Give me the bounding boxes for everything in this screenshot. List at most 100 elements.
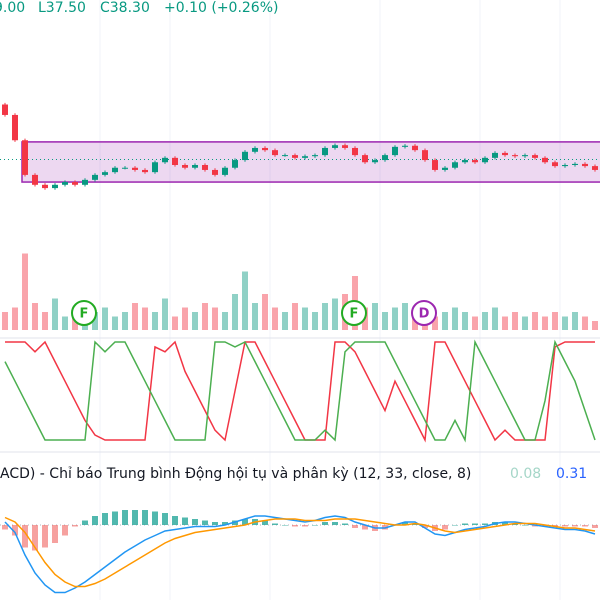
candle-body [182,165,188,168]
candle-body [322,147,328,156]
histogram-bar [32,525,38,551]
marker[interactable] [71,300,97,326]
candle-body [352,147,358,156]
volume-bar [382,312,388,330]
volume-bar [592,321,598,330]
volume-bar [232,294,238,330]
volume-bar [282,312,288,330]
histogram-bar [162,513,168,525]
volume-bar [162,298,168,330]
oscillator-line [4,339,596,443]
markers: F F D [71,300,437,326]
header-change: +0.10 (+0.26%) [164,0,278,16]
volume-bar [512,312,518,330]
candle-body [482,157,488,163]
histogram-bar [472,523,478,525]
histogram-bar [212,522,218,525]
volume-bar [532,312,538,330]
histogram-bar [12,525,18,536]
volume-bar [122,312,128,330]
histogram-bar [292,525,298,527]
histogram-bar [362,525,368,530]
candle-body [282,155,288,157]
histogram-bar [222,522,228,525]
candle-body [472,160,478,163]
candle-body [372,160,378,163]
candle-body [92,174,98,180]
marker[interactable] [341,300,367,326]
candle-body [262,147,268,151]
volume-bar [572,312,578,330]
header-low: L37.50 [38,0,86,16]
volume-bar [42,312,48,330]
candle-body [492,152,498,158]
histogram-bar [572,525,578,527]
volume-bar [52,298,58,330]
histogram-bar [312,525,318,526]
histogram-bar [192,519,198,525]
candle-body [292,155,298,158]
candle-body [452,162,458,168]
candle-body [222,167,228,175]
histogram-bar [152,511,158,525]
candle-body [312,155,318,157]
volume-bar [212,307,218,330]
candle-body [232,160,238,168]
candle-body [162,157,168,163]
histogram-bar [2,525,8,530]
histogram-bar [352,525,358,528]
histogram-bar [92,516,98,525]
candle-body [592,166,598,170]
candle-body [12,114,18,141]
candle-body [202,165,208,170]
candle-body [412,145,418,151]
volume-bar [142,307,148,330]
histogram-bar [302,525,308,527]
candle-body [122,167,128,169]
macd-line [4,516,596,588]
histogram-bar [172,516,178,525]
candle-body [152,162,158,173]
candle-body [552,162,558,167]
histogram-bar [72,525,78,527]
candle-body [332,145,338,148]
candle-body [572,163,578,165]
marker-label: D [419,307,430,322]
volume-bar [542,316,548,330]
volume-bar [492,307,498,330]
volume-bar [582,316,588,330]
volume-bar [222,312,228,330]
volume-bar [192,312,198,330]
candle-body [512,155,518,157]
volume-bar [562,316,568,330]
volume-bar [132,303,138,330]
candle-body [82,179,88,185]
candle-body [112,167,118,173]
histogram-bar [142,510,148,525]
candle-body [582,163,588,167]
volume-bar [552,312,558,330]
candle-body [192,165,198,168]
candle-body [32,174,38,185]
candle-body [2,104,8,115]
volume-bar [102,307,108,330]
marker[interactable] [411,300,437,326]
volume-bar [322,303,328,330]
range-box [21,141,600,183]
macd-value: 0.31 [556,466,587,482]
volume-bar [92,312,98,330]
volume-bar [482,312,488,330]
candle-body [342,145,348,148]
volume-bar [402,303,408,330]
volume-bar [22,253,28,330]
candle-body [432,160,438,170]
candle-body [272,150,278,156]
candle-body [142,169,148,173]
volume-bar [472,316,478,330]
histogram-bar [122,510,128,525]
volume-bar [332,298,338,330]
histogram-bar [202,520,208,525]
candle-body [382,155,388,161]
histogram-bar [502,522,508,525]
volume-bar [302,307,308,330]
